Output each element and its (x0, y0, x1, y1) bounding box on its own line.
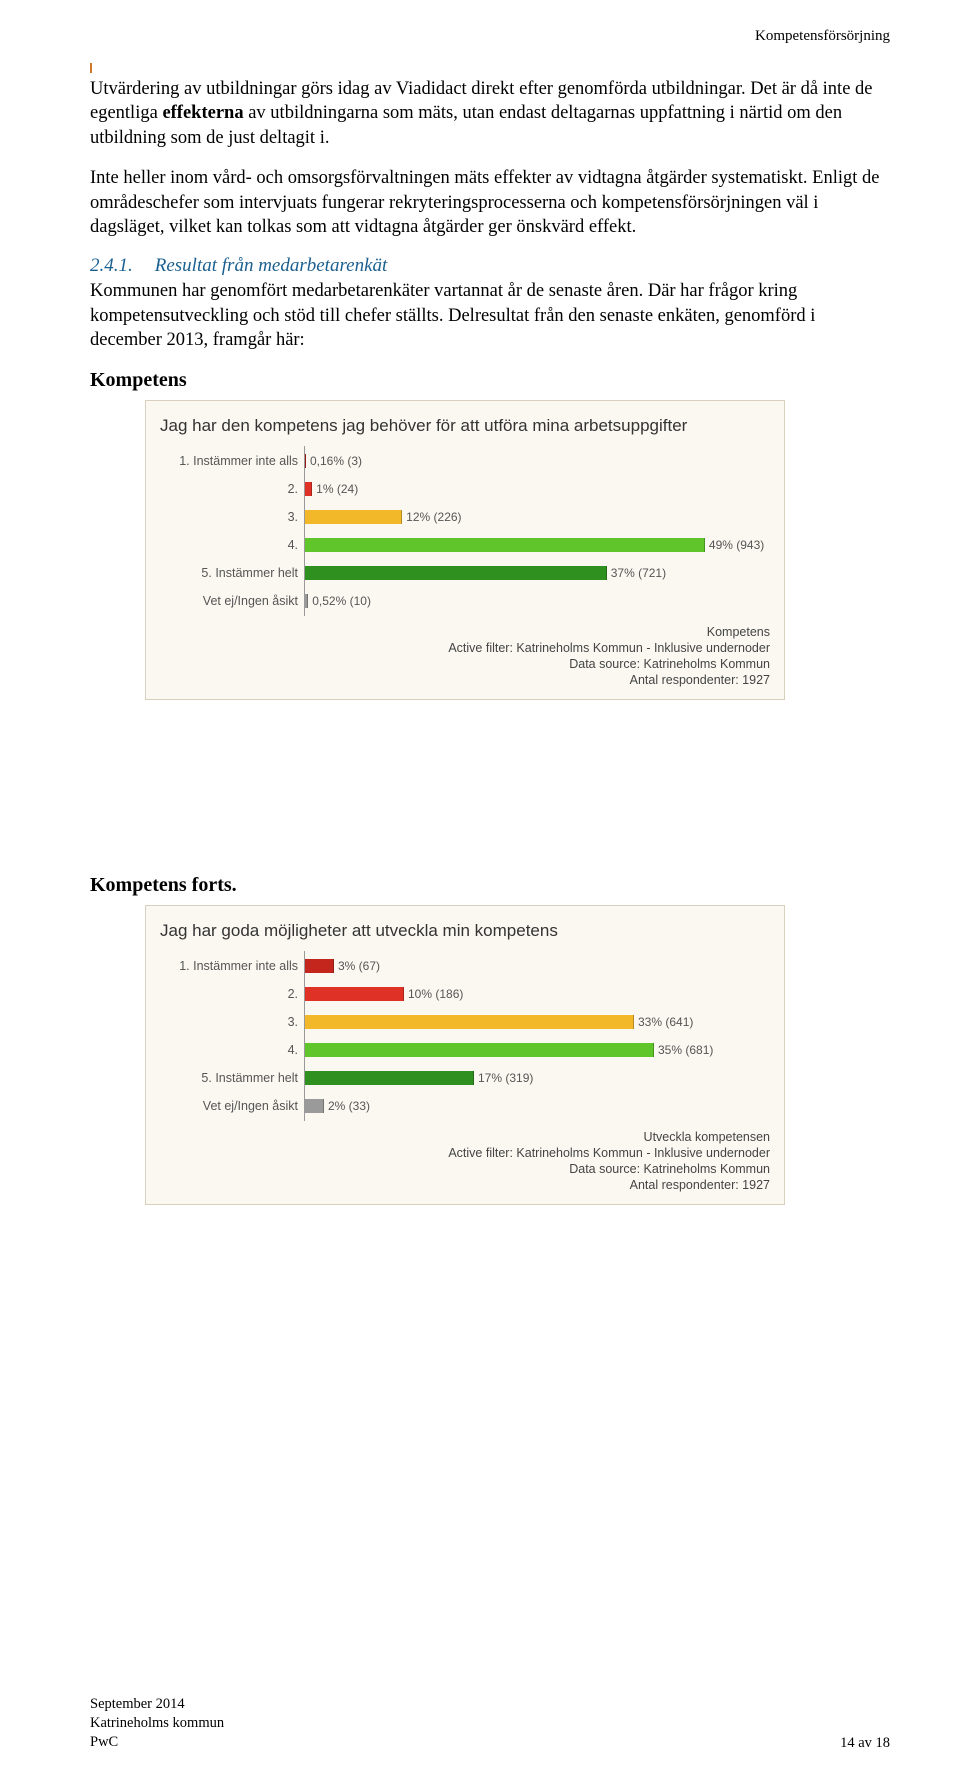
bar-row: 2. 1% (24) (146, 476, 784, 502)
bar-label: Vet ej/Ingen åsikt (146, 594, 304, 608)
accent-rule (90, 63, 890, 73)
bar (304, 1015, 634, 1029)
page-header: Kompetensförsörjning (90, 28, 890, 45)
bar-row: 3. 12% (226) (146, 504, 784, 530)
bar-label: 4. (146, 538, 304, 552)
bar-track: 0,52% (10) (304, 588, 784, 614)
p1-bold: effekterna (162, 103, 243, 123)
bar-value: 0,52% (10) (312, 594, 371, 608)
bar-value: 37% (721) (611, 566, 666, 580)
bar-track: 37% (721) (304, 560, 784, 586)
bar-value: 35% (681) (658, 1043, 713, 1057)
bar-value: 3% (67) (338, 959, 380, 973)
bar-track: 49% (943) (304, 532, 784, 558)
section-heading: 2.4.1. Resultat från medarbetarenkät (90, 255, 890, 277)
bar-row: Vet ej/Ingen åsikt 0,52% (10) (146, 588, 784, 614)
section-title: Resultat från medarbetarenkät (155, 255, 388, 276)
bar (304, 1043, 654, 1057)
bar-row: 2. 10% (186) (146, 981, 784, 1007)
bar-label: 5. Instämmer helt (146, 566, 304, 580)
bar (304, 1071, 474, 1085)
bar-value: 49% (943) (709, 538, 764, 552)
bar-label: 2. (146, 482, 304, 496)
bar (304, 538, 705, 552)
bar-row: 5. Instämmer helt 17% (319) (146, 1065, 784, 1091)
bar-track: 33% (641) (304, 1009, 784, 1035)
chart-title: Jag har den kompetens jag behöver för at… (146, 415, 784, 448)
bar-track: 2% (33) (304, 1093, 784, 1119)
chart-caption: Utveckla kompetensenActive filter: Katri… (146, 1121, 784, 1194)
bar-track: 1% (24) (304, 476, 784, 502)
bar (304, 482, 312, 496)
paragraph-3: Kommunen har genomfört medarbetarenkäter… (90, 279, 890, 352)
bar-value: 0,16% (3) (310, 454, 362, 468)
bar-track: 3% (67) (304, 953, 784, 979)
bar-row: 1. Instämmer inte alls 3% (67) (146, 953, 784, 979)
page-footer: September 2014 Katrineholms kommun PwC 1… (90, 1695, 890, 1752)
bar-label: 3. (146, 1015, 304, 1029)
footer-company: PwC (90, 1733, 224, 1752)
bar-label: 4. (146, 1043, 304, 1057)
bar-row: 3. 33% (641) (146, 1009, 784, 1035)
bar-label: 1. Instämmer inte alls (146, 454, 304, 468)
bar-label: 2. (146, 987, 304, 1001)
bar (304, 510, 402, 524)
chart-kompetens-forts: Jag har goda möjligheter att utveckla mi… (145, 905, 785, 1205)
footer-page-number: 14 av 18 (840, 1735, 890, 1752)
bar-row: 4. 35% (681) (146, 1037, 784, 1063)
bar-row: 4. 49% (943) (146, 532, 784, 558)
bar-row: 1. Instämmer inte alls 0,16% (3) (146, 448, 784, 474)
section-number: 2.4.1. (90, 255, 133, 276)
bar (304, 959, 334, 973)
footer-org: Katrineholms kommun (90, 1714, 224, 1733)
bar-value: 33% (641) (638, 1015, 693, 1029)
bar-value: 17% (319) (478, 1071, 533, 1085)
bar-value: 12% (226) (406, 510, 461, 524)
bar-track: 0,16% (3) (304, 448, 784, 474)
paragraph-1: Utvärdering av utbildningar görs idag av… (90, 77, 890, 150)
footer-date: September 2014 (90, 1695, 224, 1714)
chart-kompetens: Jag har den kompetens jag behöver för at… (145, 400, 785, 700)
paragraph-2: Inte heller inom vård- och omsorgsförval… (90, 166, 890, 239)
chart-title: Jag har goda möjligheter att utveckla mi… (146, 920, 784, 953)
bar-label: 3. (146, 510, 304, 524)
bar (304, 1099, 324, 1113)
bar-track: 35% (681) (304, 1037, 784, 1063)
bar (304, 987, 404, 1001)
subheading-2: Kompetens forts. (90, 874, 890, 897)
bar-track: 17% (319) (304, 1065, 784, 1091)
subheading-1: Kompetens (90, 369, 890, 392)
bar-row: Vet ej/Ingen åsikt 2% (33) (146, 1093, 784, 1119)
bar-row: 5. Instämmer helt 37% (721) (146, 560, 784, 586)
bar-value: 1% (24) (316, 482, 358, 496)
bar-label: Vet ej/Ingen åsikt (146, 1099, 304, 1113)
bar (304, 566, 607, 580)
bar-label: 1. Instämmer inte alls (146, 959, 304, 973)
chart-caption: KompetensActive filter: Katrineholms Kom… (146, 616, 784, 689)
bar-track: 12% (226) (304, 504, 784, 530)
bar-track: 10% (186) (304, 981, 784, 1007)
bar-value: 10% (186) (408, 987, 463, 1001)
bar-value: 2% (33) (328, 1099, 370, 1113)
bar-label: 5. Instämmer helt (146, 1071, 304, 1085)
